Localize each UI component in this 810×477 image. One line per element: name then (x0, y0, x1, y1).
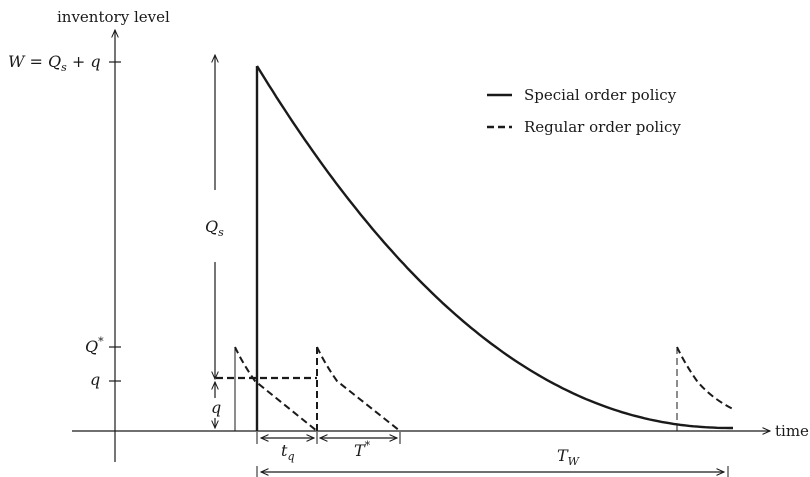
label-qs: Qs (205, 217, 224, 239)
regular-cycle-3-decay (676, 346, 736, 411)
label-w-level: W = Qs + q (8, 52, 101, 74)
label-q-level: q (90, 370, 100, 389)
regular-cycle-1-decay (234, 346, 318, 432)
y-axis-label: inventory level (57, 8, 170, 26)
legend-special-label: Special order policy (524, 86, 677, 104)
label-tw: TW (557, 446, 581, 468)
label-qstar-level: Q* (85, 335, 104, 356)
legend-regular-label: Regular order policy (524, 118, 681, 136)
legend: Special order policy Regular order polic… (487, 86, 681, 136)
label-tq: tq (281, 441, 294, 463)
special-order-curve (255, 65, 733, 430)
regular-cycle-2-decay (316, 346, 401, 432)
label-tstar: T* (354, 439, 371, 460)
x-axis-label: time (775, 422, 809, 440)
label-q-dimension: q (211, 398, 221, 417)
